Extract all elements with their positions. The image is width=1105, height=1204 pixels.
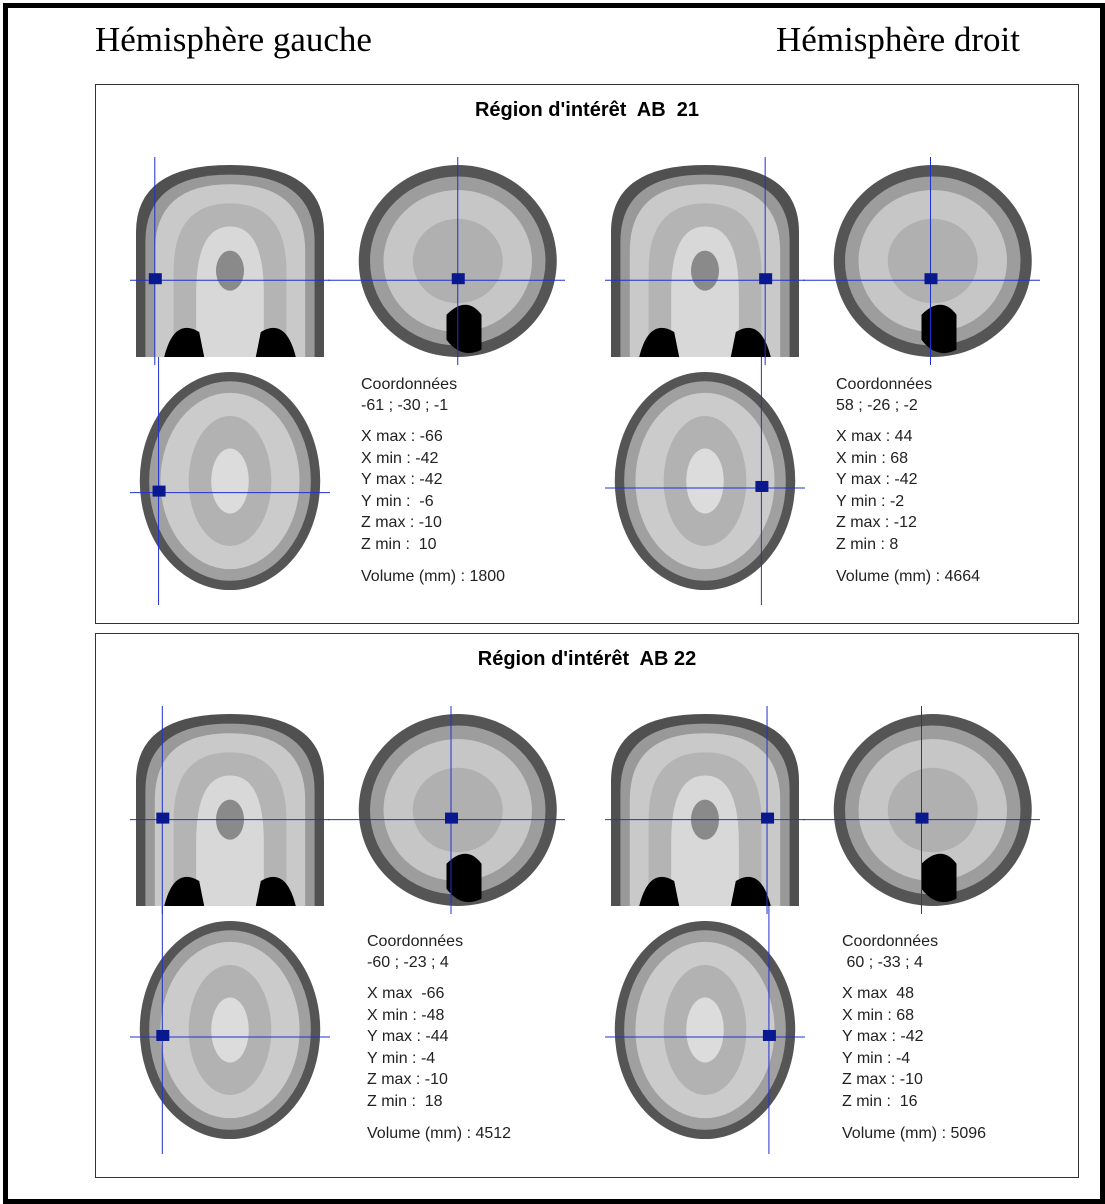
stat: Z max : -10: [367, 1071, 448, 1088]
stat: X min : 68: [836, 449, 909, 467]
coronal-slice: [671, 226, 739, 357]
coords: -60 ; -23 ; 4: [367, 954, 449, 971]
activation: [755, 480, 769, 492]
stat: Z min : 10: [361, 535, 437, 553]
stat: Z max : -10: [361, 514, 442, 531]
coords: -61 ; -30 ; -1: [361, 397, 449, 414]
stat: X max : -66: [361, 428, 443, 445]
coords: 60 ; -33 ; 4: [842, 954, 923, 971]
sagittal-slice: [412, 767, 503, 853]
volume: Volume (mm) : 1800: [361, 568, 506, 585]
dark-region: [921, 853, 957, 903]
stat: Y max : -42: [836, 471, 918, 488]
left-header: Hémisphère gauche: [95, 20, 372, 59]
stat: X max -66: [367, 985, 445, 1002]
coords-label: Coordonnées: [361, 376, 458, 393]
brain-images: [130, 157, 1040, 605]
stat: X min : 68: [842, 1006, 915, 1024]
volume: Volume (mm) : 5096: [842, 1125, 987, 1142]
stat: X max 48: [842, 985, 915, 1002]
panel: Région d'intérêt AB 21 Coordonnées -61 ; -…: [95, 84, 1079, 624]
stat: Z min : 18: [367, 1092, 443, 1110]
activation: [148, 273, 162, 285]
stat: Y min : -6: [361, 492, 434, 510]
stat: X min : -48: [367, 1006, 445, 1024]
coronal-slice: [671, 775, 739, 906]
coronal-slice: [196, 775, 264, 906]
axial-slice: [211, 997, 249, 1063]
axial-slice: [686, 997, 724, 1063]
activation: [156, 812, 170, 824]
stat: X min : -42: [361, 449, 439, 467]
activation: [152, 485, 166, 497]
dark-region: [446, 304, 482, 354]
stat: X max : 44: [836, 428, 913, 445]
stat: Y max : -42: [842, 1028, 924, 1045]
coords-label: Coordonnées: [842, 933, 939, 950]
activation: [762, 1029, 776, 1041]
panel-title: Région d'intérêt AB 21: [474, 99, 700, 121]
stat: Y min : -4: [367, 1049, 436, 1067]
coords: 58 ; -26 ; -2: [836, 397, 918, 414]
axial-slice: [686, 448, 724, 514]
dark-region: [639, 327, 771, 357]
ventricle: [691, 250, 719, 291]
stat: Y min : -2: [836, 492, 905, 510]
activation: [915, 812, 929, 824]
coords-label: Coordonnées: [367, 933, 464, 950]
stat: Z max : -12: [836, 514, 917, 531]
activation: [156, 1029, 170, 1041]
dark-region: [164, 327, 296, 357]
coords-label: Coordonnées: [836, 376, 933, 393]
activation: [451, 273, 465, 285]
dark-region: [446, 853, 482, 903]
stat: Z min : 16: [842, 1092, 918, 1110]
dark-region: [164, 876, 296, 906]
stat: Y max : -44: [367, 1028, 449, 1045]
panel-title: Région d'intérêt AB 22: [477, 648, 697, 670]
ventricle: [216, 250, 244, 291]
brain-images: [130, 706, 1040, 1154]
sagittal-slice: [887, 218, 978, 304]
stat: Z max : -10: [842, 1071, 923, 1088]
activation: [759, 273, 773, 285]
panel: Région d'intérêt AB 22 Coordonnées -60 ; -…: [95, 633, 1079, 1178]
stat: Z min : 8: [836, 535, 899, 553]
axial-slice: [211, 448, 249, 514]
stat: Y min : -4: [842, 1049, 911, 1067]
volume: Volume (mm) : 4664: [836, 568, 981, 585]
right-header: Hémisphère droit: [776, 20, 1020, 59]
volume: Volume (mm) : 4512: [367, 1125, 512, 1142]
stat: Y max : -42: [361, 471, 443, 488]
activation: [924, 273, 938, 285]
activation: [445, 812, 458, 824]
sagittal-slice: [887, 767, 978, 853]
activation: [761, 812, 775, 824]
frame: [3, 3, 1105, 1204]
dark-region: [639, 876, 771, 906]
coronal-slice: [196, 226, 264, 357]
